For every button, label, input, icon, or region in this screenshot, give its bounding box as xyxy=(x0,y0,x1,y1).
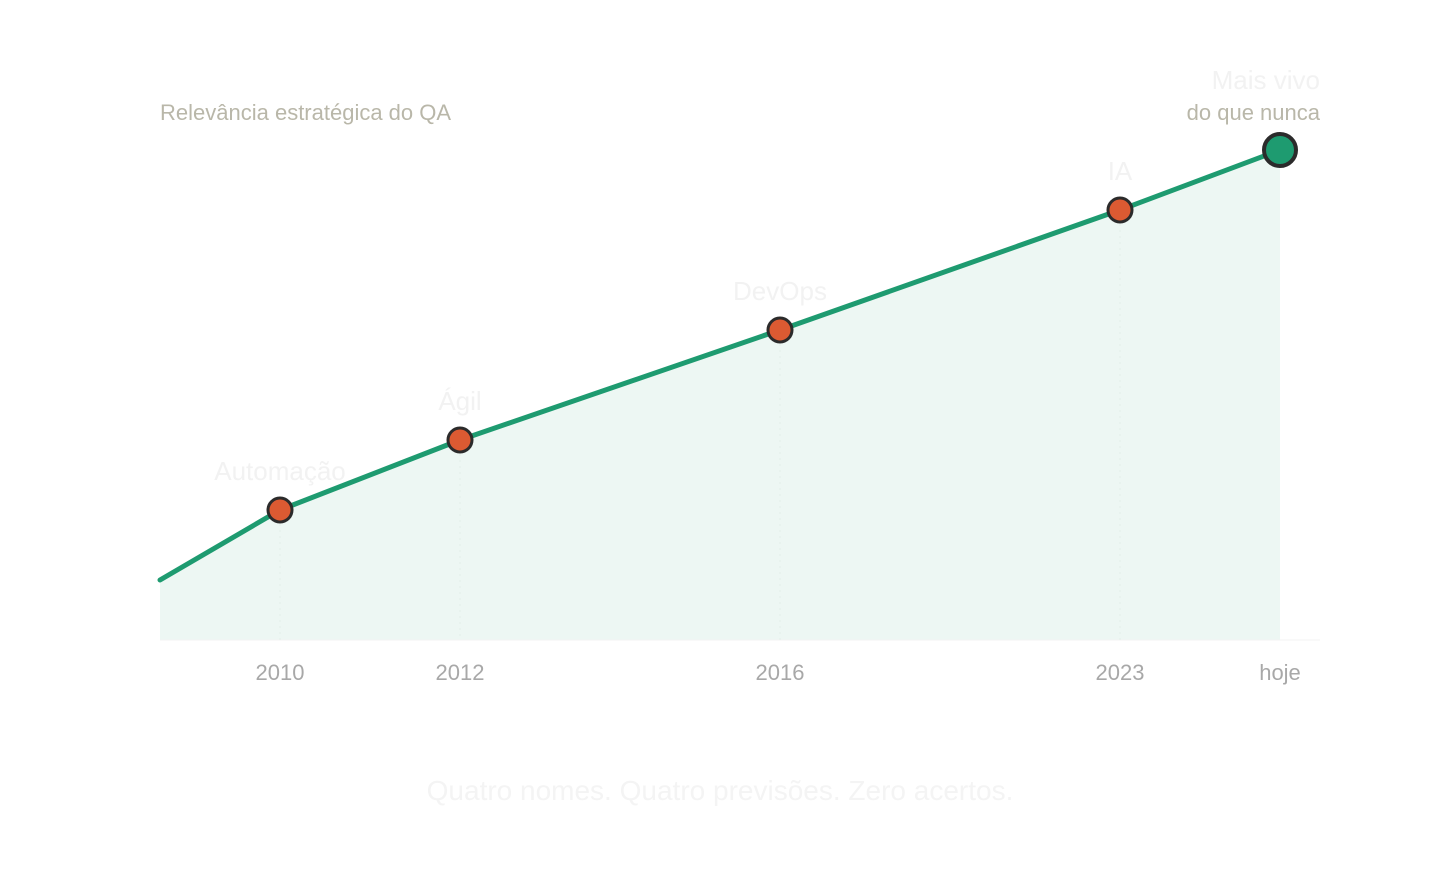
event-label: IA xyxy=(1108,156,1133,186)
guide-layer xyxy=(279,224,1121,640)
area-fill xyxy=(160,150,1280,640)
footer-caption: Quatro nomes. Quatro previsões. Zero ace… xyxy=(427,775,1014,806)
x-tick-label: 2012 xyxy=(436,660,485,685)
x-tick-label: 2010 xyxy=(256,660,305,685)
area-layer xyxy=(160,150,1320,641)
event-point-marker xyxy=(766,316,794,344)
y-axis-label: Relevância estratégica do QA xyxy=(160,100,451,125)
event-label: DevOps xyxy=(733,276,827,306)
event-label-layer: Automação Ágil DevOps IA xyxy=(214,156,1133,486)
callout-line-1: Mais vivo xyxy=(1212,65,1320,95)
final-point-marker xyxy=(1262,132,1298,168)
event-point-marker xyxy=(446,426,474,454)
x-tick-label: 2023 xyxy=(1096,660,1145,685)
tick-layer: 2010 2012 2016 2023 hoje xyxy=(256,660,1301,685)
series-line xyxy=(157,147,1283,583)
event-point-marker xyxy=(266,496,294,524)
event-label: Ágil xyxy=(438,386,481,416)
x-tick-label: 2016 xyxy=(756,660,805,685)
marker-layer xyxy=(266,132,1298,524)
callout-line-2: do que nunca xyxy=(1187,100,1321,125)
event-label: Automação xyxy=(214,456,346,486)
x-tick-label: hoje xyxy=(1259,660,1301,685)
line-layer xyxy=(157,147,1283,583)
event-point-marker xyxy=(1106,196,1134,224)
